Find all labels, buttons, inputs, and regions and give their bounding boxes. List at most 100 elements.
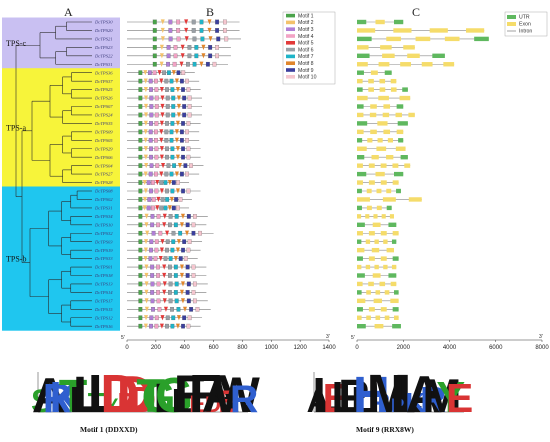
exon-block bbox=[379, 78, 386, 84]
legend-swatch bbox=[286, 34, 295, 38]
motif-mark bbox=[169, 129, 174, 135]
motif-mark bbox=[160, 315, 165, 321]
motif-mark bbox=[191, 290, 196, 295]
logo-letter: D bbox=[117, 365, 154, 423]
motif-mark bbox=[174, 78, 179, 84]
motif-mark bbox=[156, 196, 161, 203]
utr-block bbox=[474, 36, 489, 42]
motif-mark bbox=[144, 264, 149, 270]
gene-label: DcTPS26 bbox=[94, 96, 113, 101]
exon-block bbox=[408, 197, 422, 202]
motif-mark bbox=[160, 112, 165, 118]
legend-entry: Motif 5 bbox=[298, 41, 314, 47]
motif-mark bbox=[159, 61, 164, 67]
motif-mark bbox=[186, 298, 191, 304]
motif-mark bbox=[138, 205, 143, 211]
utr-block bbox=[397, 121, 408, 126]
motif-mark bbox=[166, 61, 170, 67]
motif-mark bbox=[191, 273, 196, 278]
logo-letter: L bbox=[351, 379, 373, 420]
exon-block bbox=[357, 214, 362, 219]
logo-letter: L bbox=[70, 379, 92, 420]
exon-block bbox=[382, 197, 396, 202]
exon-block bbox=[357, 163, 363, 168]
motif-mark bbox=[184, 27, 189, 34]
gene-label: DcTPS17 bbox=[94, 298, 113, 303]
motif-mark bbox=[154, 323, 159, 329]
motif-mark bbox=[181, 247, 185, 253]
motif-mark bbox=[159, 53, 164, 59]
legend-swatch bbox=[507, 22, 516, 26]
motif-mark bbox=[187, 95, 192, 101]
motif-mark bbox=[156, 298, 161, 304]
exon-block bbox=[374, 264, 379, 270]
motif-mark bbox=[187, 112, 192, 118]
tick-label: 400 bbox=[180, 345, 191, 351]
motif-mark bbox=[144, 298, 149, 304]
exon-block bbox=[379, 87, 386, 92]
logo-letter: L bbox=[154, 375, 179, 421]
motif-mark bbox=[160, 95, 165, 101]
motif-mark bbox=[138, 138, 143, 143]
motif-mark bbox=[165, 112, 170, 118]
motif-mark bbox=[173, 273, 178, 278]
logo-letter: R bbox=[420, 379, 446, 420]
motif-mark bbox=[174, 197, 179, 202]
motif-mark bbox=[205, 61, 210, 67]
gene-label: DcTPS31 bbox=[94, 62, 113, 67]
motif-mark bbox=[179, 61, 184, 67]
gene-label: DcTPS24 bbox=[94, 113, 113, 118]
exon-block bbox=[378, 95, 389, 101]
motif-mark bbox=[138, 70, 143, 76]
motif-mark bbox=[199, 61, 204, 67]
exon-block bbox=[369, 112, 377, 118]
motif-mark bbox=[208, 53, 213, 59]
logo-letter: E bbox=[189, 391, 205, 418]
tick-label: 200 bbox=[151, 345, 162, 351]
motif-mark bbox=[149, 163, 154, 168]
utr-block bbox=[402, 87, 408, 92]
motif-mark bbox=[175, 120, 180, 126]
motif-mark bbox=[187, 315, 192, 321]
logo-letter: K bbox=[49, 373, 81, 422]
exon-block bbox=[357, 112, 364, 118]
utr-block bbox=[394, 19, 404, 25]
exon-block bbox=[366, 205, 372, 211]
motif-mark bbox=[176, 315, 181, 321]
logo-letter: L bbox=[88, 364, 121, 424]
motif-mark bbox=[176, 103, 181, 110]
motif-mark bbox=[154, 247, 159, 253]
gene-label: DcTPS05 bbox=[94, 138, 113, 143]
motif-mark bbox=[169, 196, 174, 203]
motif-mark bbox=[171, 230, 176, 236]
motif-mark bbox=[174, 214, 179, 219]
motif-mark bbox=[143, 323, 148, 329]
gene-label: DcTPS10 bbox=[94, 222, 113, 227]
exon-block bbox=[377, 138, 383, 143]
exon-block bbox=[390, 78, 397, 84]
motif-mark bbox=[180, 53, 185, 59]
motif-mark bbox=[168, 298, 173, 304]
motif-mark bbox=[138, 197, 143, 202]
logo-letter: L bbox=[390, 364, 423, 424]
exon-block bbox=[396, 129, 404, 135]
structure-axis: 0 2000 4000 6000 8000 5' 3' bbox=[351, 334, 549, 351]
motif-mark bbox=[160, 239, 165, 245]
motif-mark bbox=[222, 19, 227, 25]
motif-mark bbox=[162, 222, 167, 228]
motif-mark bbox=[148, 78, 153, 84]
motif-mark bbox=[186, 121, 191, 126]
motif-mark bbox=[138, 121, 143, 126]
gene-label: DcTPS13 bbox=[94, 282, 113, 287]
motif-mark bbox=[184, 36, 189, 42]
exon-block bbox=[357, 45, 369, 50]
motif-mark bbox=[185, 230, 190, 236]
logo-letter: D bbox=[117, 387, 137, 418]
logo-letter: K bbox=[406, 387, 426, 418]
motif-mark bbox=[182, 95, 187, 101]
motif-mark bbox=[168, 36, 173, 42]
